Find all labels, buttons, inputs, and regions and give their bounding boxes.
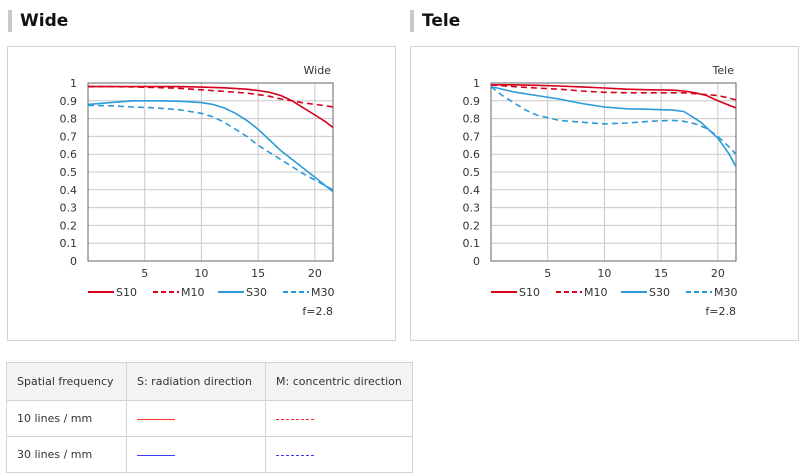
aperture-note: f=2.8 — [302, 305, 333, 318]
legend-label: S30 — [246, 286, 267, 299]
m-line-sample-cell — [265, 436, 413, 473]
table-header-cell: Spatial frequency — [6, 362, 127, 401]
y-tick-label: 0.1 — [60, 237, 78, 250]
series-line-m30 — [88, 104, 333, 191]
legend-label: M30 — [311, 286, 335, 299]
y-tick-label: 0.7 — [60, 130, 78, 143]
y-tick-label: 0.4 — [463, 184, 481, 197]
y-tick-label: 0.1 — [463, 237, 481, 250]
table-header-cell: M: concentric direction — [265, 362, 413, 401]
x-tick-label: 5 — [141, 267, 148, 280]
x-tick-label: 20 — [308, 267, 322, 280]
x-tick-label: 20 — [711, 267, 725, 280]
chart-panel-tele: 0 0.1 0.2 0.3 0.4 0.5 0.6 0.7 0.8 0.9 1 5 10 15 20 Tele… — [410, 46, 799, 341]
chart-title: Wide — [304, 64, 332, 77]
x-tick-label: 10 — [194, 267, 208, 280]
y-tick-label: 0.4 — [60, 184, 78, 197]
y-tick-label: 0.9 — [463, 95, 481, 108]
section-title-wide: Wide — [8, 8, 68, 34]
frequency-label: 30 lines / mm — [6, 436, 127, 473]
frequency-label: 10 lines / mm — [6, 400, 127, 437]
table-header-cell: S: radiation direction — [126, 362, 266, 401]
y-tick-label: 0.2 — [463, 219, 481, 232]
section-title-text: Tele — [422, 11, 461, 31]
legend-label: S10 — [519, 286, 540, 299]
s-line-sample-cell — [126, 400, 266, 437]
series-line-m30 — [491, 85, 736, 155]
y-tick-label: 0.7 — [463, 130, 481, 143]
legend-label: S10 — [116, 286, 137, 299]
title-bar-decoration — [8, 10, 12, 32]
solid-line-swatch — [137, 418, 175, 420]
y-tick-label: 0.5 — [463, 166, 481, 179]
m-line-sample-cell — [265, 400, 413, 437]
aperture-note: f=2.8 — [705, 305, 736, 318]
table-row: 10 lines / mm — [6, 400, 413, 437]
x-tick-label: 15 — [251, 267, 265, 280]
plot-frame — [87, 82, 334, 262]
x-tick-label: 5 — [544, 267, 551, 280]
chart-panel-wide: 0 0.1 0.2 0.3 0.4 0.5 0.6 0.7 0.8 0.9 1 5 10 15 20 Wide… — [7, 46, 396, 341]
y-tick-label: 0.9 — [60, 95, 78, 108]
series-line-s10 — [88, 85, 333, 129]
dashed-line-swatch — [276, 418, 314, 420]
y-tick-label: 1 — [473, 77, 480, 90]
section-title-tele: Tele — [410, 8, 460, 34]
y-tick-label: 0.3 — [463, 202, 481, 215]
table-row: 30 lines / mm — [6, 436, 413, 473]
y-tick-label: 1 — [70, 77, 77, 90]
x-tick-label: 10 — [597, 267, 611, 280]
y-tick-label: 0 — [473, 255, 480, 268]
series-line-s30 — [88, 99, 333, 193]
mtf-chart-wide: 00.10.20.30.40.50.60.70.80.915 10 15 20Wide… — [60, 64, 335, 318]
table-header-row: Spatial frequency S: radiation direction… — [6, 362, 413, 401]
series-line-m10 — [491, 84, 736, 101]
y-tick-label: 0.6 — [60, 148, 78, 161]
mtf-chart-tele: 00.10.20.30.40.50.60.70.80.915 10 15 20Tele… — [463, 64, 738, 318]
section-title-text: Wide — [20, 11, 69, 31]
y-tick-label: 0.8 — [60, 113, 78, 126]
legend-label: M30 — [714, 286, 738, 299]
legend-label: M10 — [181, 286, 205, 299]
chart-title: Tele — [712, 64, 735, 77]
series-line-m10 — [88, 85, 333, 108]
x-tick-label: 15 — [654, 267, 668, 280]
legend-label: S30 — [649, 286, 670, 299]
series-line-s10 — [491, 83, 736, 109]
y-tick-label: 0.3 — [60, 202, 78, 215]
y-tick-label: 0.5 — [60, 166, 78, 179]
dashed-line-swatch — [276, 454, 314, 456]
y-tick-label: 0.8 — [463, 113, 481, 126]
y-tick-label: 0.6 — [463, 148, 481, 161]
solid-line-swatch — [137, 454, 175, 456]
y-tick-label: 0.2 — [60, 219, 78, 232]
plot-frame — [490, 82, 737, 262]
series-line-s30 — [491, 85, 736, 168]
s-line-sample-cell — [126, 436, 266, 473]
spatial-frequency-table: Spatial frequency S: radiation direction… — [6, 362, 413, 473]
legend-label: M10 — [584, 286, 608, 299]
y-tick-label: 0 — [70, 255, 77, 268]
title-bar-decoration — [410, 10, 414, 32]
